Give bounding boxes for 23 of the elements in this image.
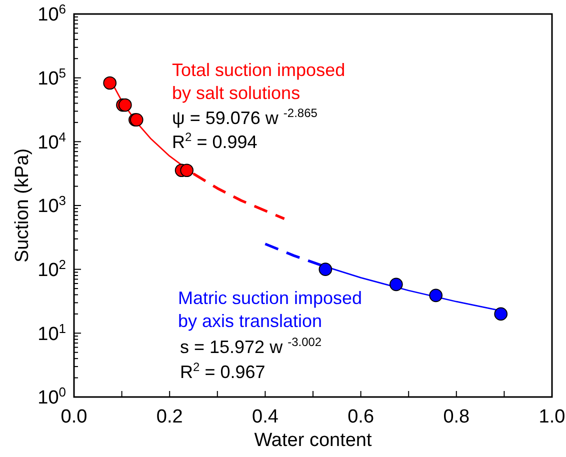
x-tick-label: 0.8 <box>443 406 470 428</box>
x-tick-label: 1.0 <box>538 406 566 428</box>
x-tick-label: 0.0 <box>60 406 88 428</box>
annotation: s = 15.972 w $^{-3.002}$ <box>180 335 322 357</box>
annotation: Total suction imposed <box>172 60 346 80</box>
y-tick-label: 10$^{5}$ <box>38 64 66 90</box>
y-tick-label: 10$^{4}$ <box>38 128 66 154</box>
annotation: by axis translation <box>178 311 322 331</box>
y-tick-label: 10$^{2}$ <box>38 256 66 281</box>
y-tick-label: 10$^{0}$ <box>38 384 66 409</box>
annotation: R$^{2}$ = 0.967 <box>180 360 266 382</box>
x-tick-label: 0.6 <box>348 406 374 428</box>
y-tick-label: 10$^{3}$ <box>38 192 66 218</box>
x-tick-label: 0.2 <box>156 406 183 428</box>
annotation: by salt solutions <box>172 83 300 103</box>
annotation: ψ = 59.076 w $^{-2.865}$ <box>172 106 318 128</box>
y-axis-title: Suction (kPa) <box>12 148 33 263</box>
annotation: Matric suction imposed <box>178 288 362 308</box>
y-tick-label: 10$^{1}$ <box>38 320 66 345</box>
y-tick-label: 10$^{6}$ <box>38 1 66 26</box>
x-axis-title: Water content <box>254 430 373 451</box>
x-tick-label: 0.4 <box>252 406 279 428</box>
annotation: R$^{2}$ = 0.994 <box>172 130 258 152</box>
